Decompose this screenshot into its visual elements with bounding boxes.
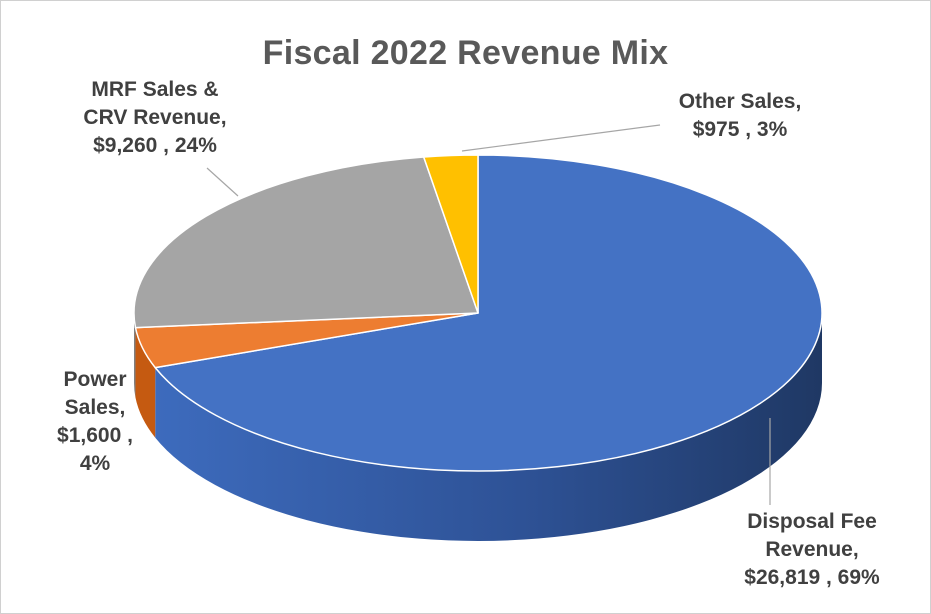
label-mrf-sales-line-3: $9,260 , 24% <box>93 134 217 157</box>
pie-side-power-sales <box>135 327 156 438</box>
label-power-sales-line-1: Power <box>63 368 127 391</box>
label-power-sales-line-3: $1,600 , <box>57 424 133 447</box>
label-disposal-fee: Disposal Fee Revenue, $26,819 , 69% <box>712 508 912 592</box>
label-power-sales: Power Sales, $1,600 , 4% <box>40 366 150 478</box>
label-other-sales-line-2: $975 , 3% <box>692 118 788 141</box>
label-disposal-fee-line-3: $26,819 , 69% <box>744 566 880 589</box>
pie-side-disposal-fee-revenue <box>155 313 823 541</box>
label-disposal-fee-line-2: Revenue, <box>765 538 859 561</box>
label-power-sales-line-2: Sales, <box>64 396 126 419</box>
leader-line-other <box>461 124 661 152</box>
label-other-sales: Other Sales, $975 , 3% <box>660 88 820 144</box>
label-power-sales-line-4: 4% <box>79 452 111 475</box>
pie-slice-mrf-sales-crv-revenue <box>133 156 479 329</box>
chart-title: Fiscal 2022 Revenue Mix <box>262 34 669 72</box>
label-other-sales-line-1: Other Sales, <box>678 90 802 113</box>
pie-side-mrf-sales-crv-revenue <box>134 313 136 398</box>
pie-slice-other-sales <box>422 154 479 314</box>
pie-slice-disposal-fee-revenue <box>154 154 823 472</box>
label-mrf-sales: MRF Sales & CRV Revenue, $9,260 , 24% <box>60 76 250 160</box>
label-mrf-sales-line-2: CRV Revenue, <box>83 106 227 129</box>
leader-line-mrf <box>206 167 239 197</box>
label-disposal-fee-line-1: Disposal Fee <box>747 510 877 533</box>
label-mrf-sales-line-1: MRF Sales & <box>91 78 219 101</box>
